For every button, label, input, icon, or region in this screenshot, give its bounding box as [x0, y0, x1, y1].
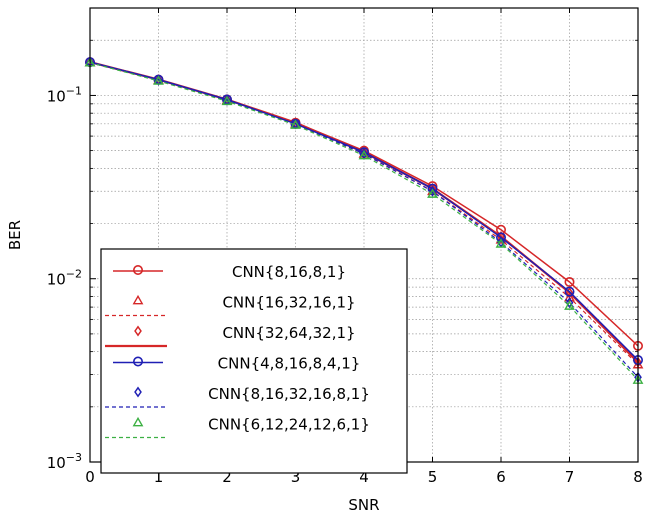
data-point-triangle: [358, 149, 370, 160]
data-point-triangle: [495, 238, 507, 248]
data-point-diamond: [565, 287, 574, 299]
legend-label: CNN{6,12,24,12,6,1}: [208, 416, 370, 434]
data-point-diamond: [134, 386, 142, 398]
series-line: [89, 62, 639, 378]
x-tick-label: 1: [154, 468, 164, 486]
y-tick-label: 10−1: [47, 84, 82, 105]
x-tick-label: 7: [565, 468, 575, 486]
y-axis-label: BER: [6, 220, 24, 250]
data-point-triangle: [132, 416, 144, 427]
legend-box: [100, 248, 408, 474]
x-tick-label: 5: [428, 468, 438, 486]
x-tick-label: 2: [222, 468, 232, 486]
y-tick-label: 10−3: [47, 451, 82, 472]
x-tick-label: 3: [291, 468, 301, 486]
data-point-triangle: [427, 188, 438, 198]
x-axis-label: SNR: [348, 496, 379, 514]
data-point-circle: [133, 264, 144, 275]
data-point-diamond: [565, 297, 574, 309]
data-point-diamond: [134, 325, 142, 337]
legend-entry: CNN{8,16,32,16,8,1}: [105, 385, 370, 408]
series-line: [89, 62, 639, 381]
axis-ticks: 0 1 2 3 4 5 6 7 8 10−1 10−2 10−3: [47, 8, 643, 486]
data-point-triangle: [290, 119, 301, 129]
legend: CNN{8,16,8,1} CNN{16,32,16,1} CNN{32,64,32…: [100, 248, 408, 474]
data-point-circle: [358, 147, 369, 158]
data-point-triangle: [132, 294, 144, 305]
data-point-triangle: [564, 300, 575, 310]
legend-entry: CNN{16,32,16,1}: [105, 294, 356, 317]
legend-entry: CNN{4,8,16,8,4,1}: [113, 355, 360, 373]
x-tick-label: 4: [359, 468, 369, 486]
legend-entry: CNN{6,12,24,12,6,1}: [105, 416, 370, 439]
data-point-triangle: [221, 95, 233, 106]
data-point-diamond: [428, 185, 437, 197]
data-point-circle: [495, 232, 506, 243]
x-tick-label: 0: [85, 468, 95, 486]
y-tick-label: 10−2: [47, 268, 82, 289]
x-tick-label: 6: [496, 468, 506, 486]
x-tick-label: 8: [633, 468, 643, 486]
series-layer: [84, 56, 644, 384]
data-point-triangle: [153, 75, 164, 85]
legend-label: CNN{8,16,8,1}: [232, 263, 346, 281]
legend-label: CNN{4,8,16,8,4,1}: [218, 355, 361, 373]
legend-label: CNN{32,64,32,1}: [222, 324, 355, 342]
data-point-circle: [564, 286, 575, 297]
data-point-circle: [427, 183, 438, 194]
data-point-circle: [133, 356, 144, 367]
legend-label: CNN{8,16,32,16,8,1}: [208, 385, 370, 403]
legend-label: CNN{16,32,16,1}: [222, 294, 355, 312]
legend-entry: CNN{32,64,32,1}: [105, 324, 356, 348]
legend-entry: CNN{8,16,8,1}: [113, 263, 346, 281]
data-point-circle: [564, 276, 575, 287]
